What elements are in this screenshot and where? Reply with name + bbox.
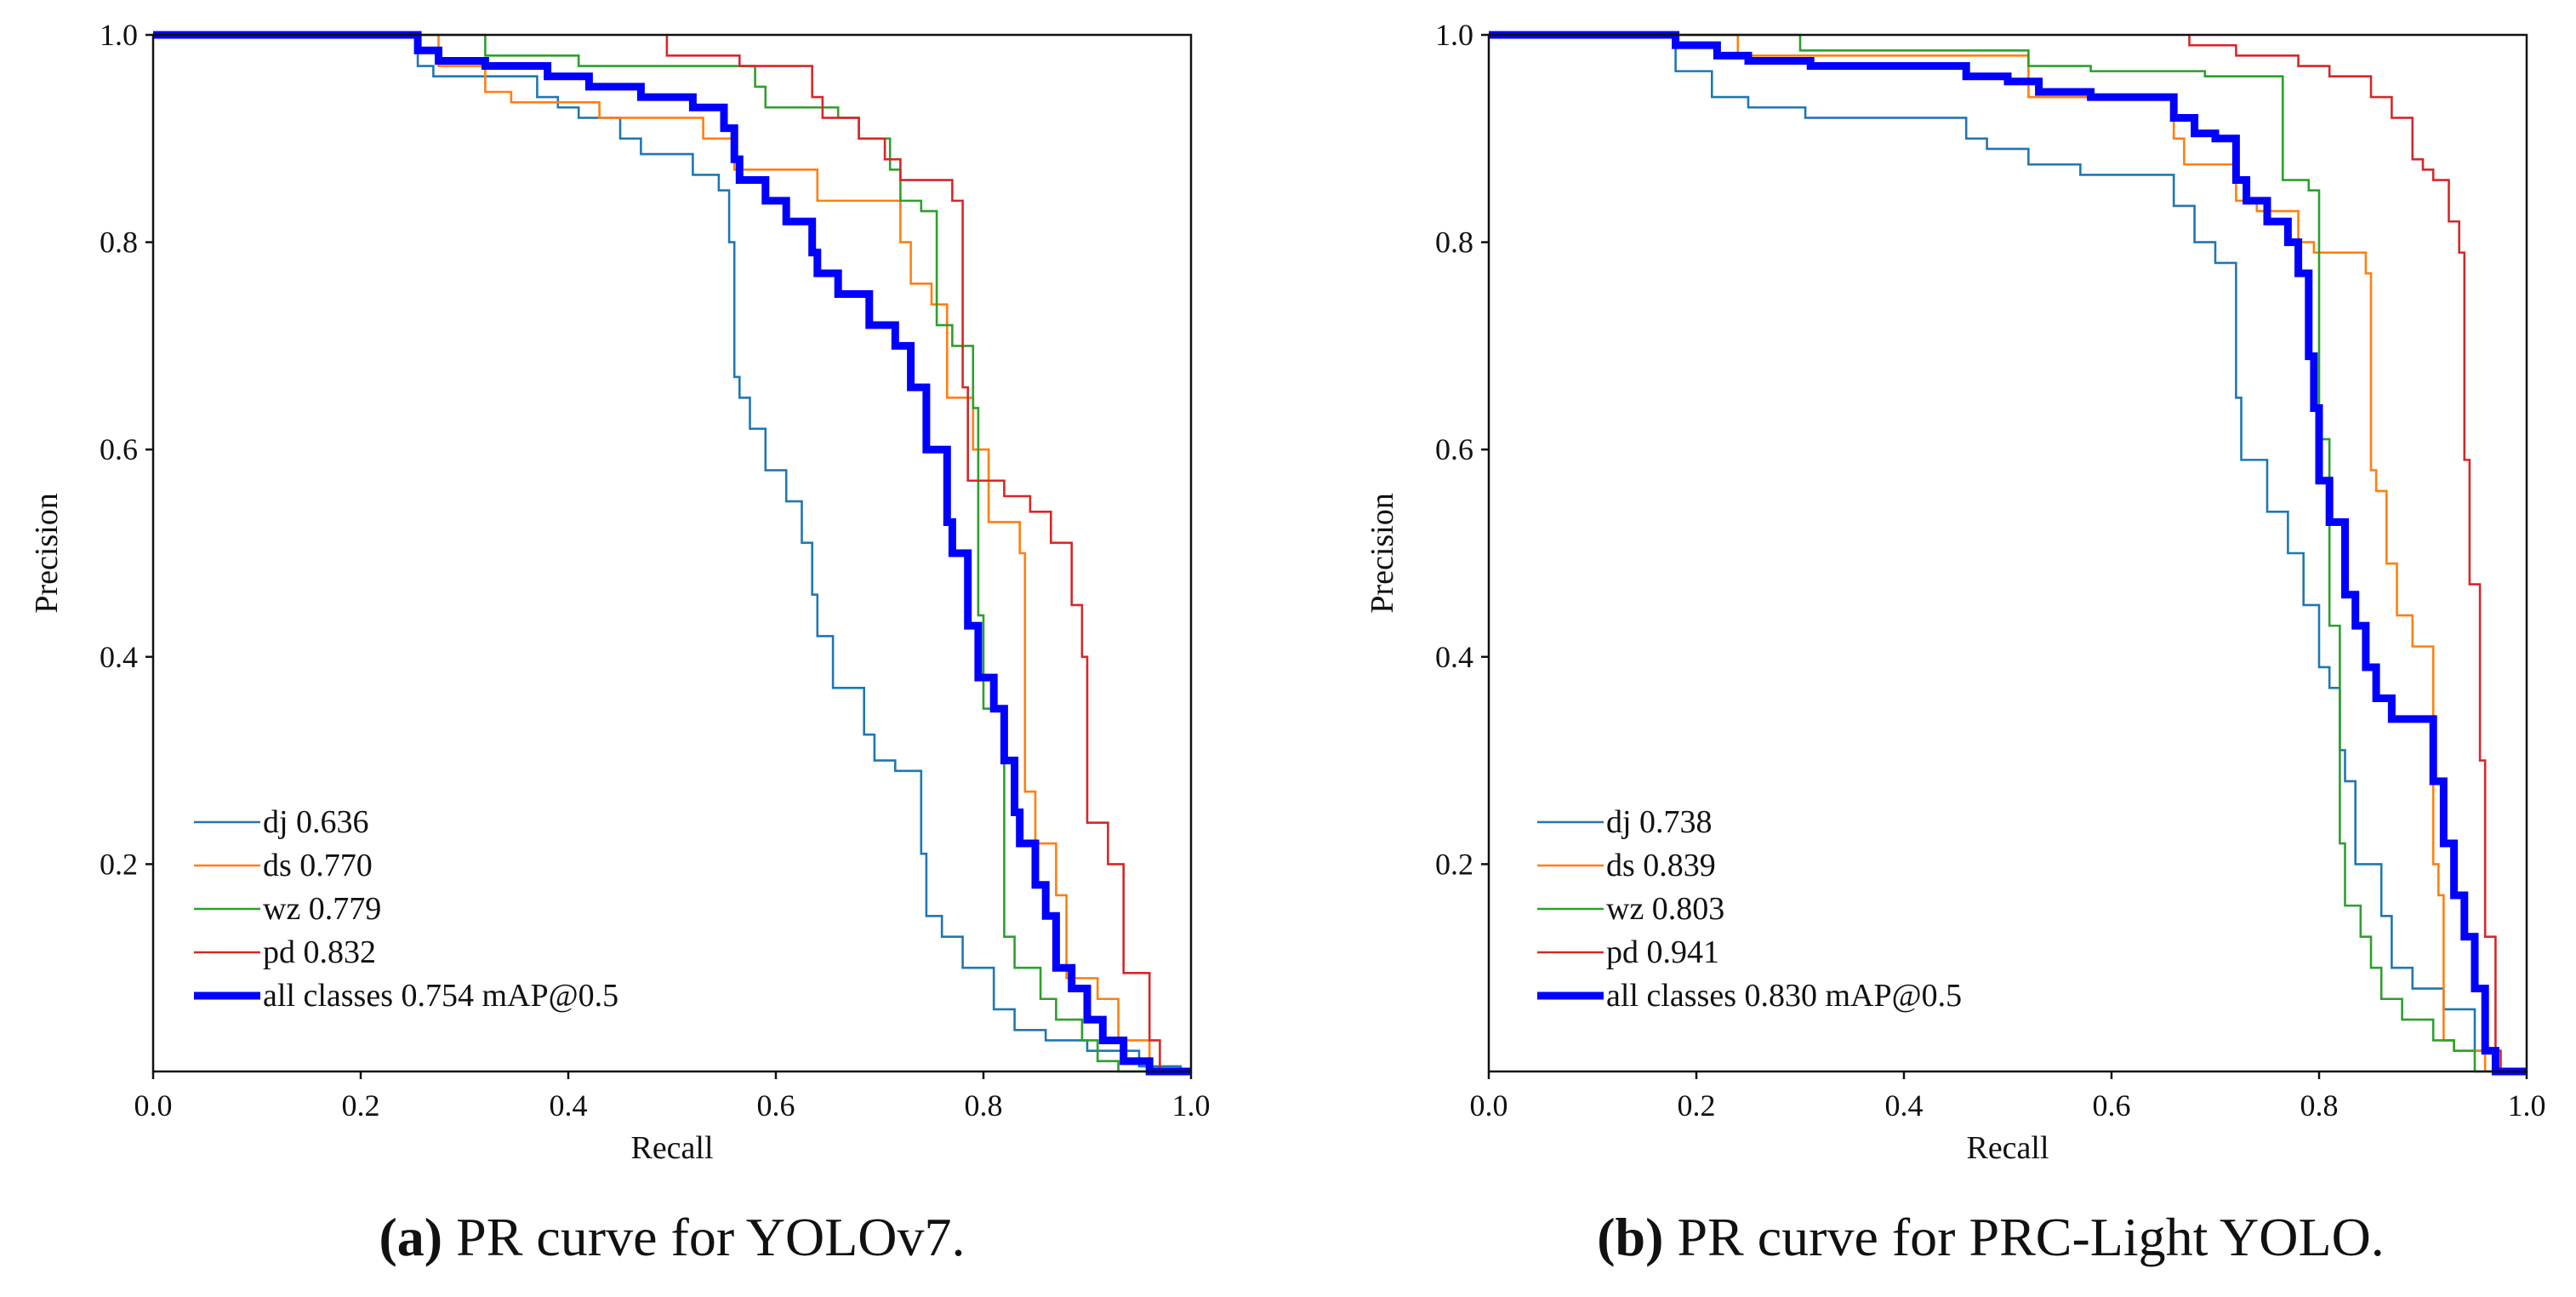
y-tick-label: 0.6	[100, 432, 138, 466]
x-tick-label: 0.2	[1678, 1088, 1716, 1123]
plot-frame	[1487, 33, 2528, 1073]
series-line-ds	[1489, 33, 2527, 1073]
legend-label-wz: wz 0.779	[263, 891, 381, 927]
y-tick-label: 0.8	[100, 226, 138, 260]
caption-letter: (a)	[379, 1207, 442, 1267]
x-tick-label: 1.0	[1172, 1088, 1211, 1123]
x-tick-label: 0.4	[550, 1088, 588, 1123]
legend-label-wz: wz 0.803	[1606, 891, 1724, 927]
y-tick-label: 0.4	[1435, 640, 1473, 674]
caption-text: PR curve for YOLOv7.	[442, 1207, 965, 1267]
x-tick-label: 0.2	[342, 1088, 380, 1123]
x-tick-label: 0.0	[134, 1088, 173, 1123]
chart-prc-light-yolo: 0.0 0.2 0.4 0.6 0.8 1.0 0.2 0.4 0.6 0.8 1.0 Recall P…	[1365, 18, 2546, 1267]
x-tick-label: 0.0	[1470, 1088, 1508, 1123]
y-tick-label: 0.4	[100, 640, 138, 674]
y-tick-label: 0.2	[1435, 847, 1473, 881]
y-tick-label: 1.0	[1435, 18, 1473, 52]
legend: dj 0.636 ds 0.770 wz 0.779 pd 0.832 all clas…	[194, 804, 618, 1014]
x-tick-label: 0.8	[965, 1088, 1003, 1123]
x-tick-label: 0.8	[2300, 1088, 2339, 1123]
legend-label-pd: pd 0.941	[1606, 934, 1719, 970]
figure-caption: (a) PR curve for YOLOv7.	[379, 1207, 965, 1267]
legend-label-ds: ds 0.839	[1606, 848, 1716, 883]
series-line-wz	[153, 33, 1191, 1073]
x-tick-label: 0.4	[1885, 1088, 1923, 1123]
legend-label-all: all classes 0.830 mAP@0.5	[1606, 978, 1962, 1014]
y-axis-label: Precision	[29, 493, 65, 613]
legend-label-pd: pd 0.832	[263, 934, 376, 970]
series-line-all	[153, 31, 1191, 1076]
legend-label-ds: ds 0.770	[263, 848, 373, 883]
y-axis-label: Precision	[1365, 493, 1400, 613]
figure-caption: (b) PR curve for PRC-Light YOLO.	[1597, 1207, 2385, 1267]
series-line-pd	[2188, 35, 2527, 1073]
caption-letter: (b)	[1597, 1207, 1663, 1267]
y-tick-label: 1.0	[100, 18, 138, 52]
x-axis-label: Recall	[630, 1130, 713, 1166]
x-axis-label: Recall	[1966, 1130, 2049, 1166]
y-tick-label: 0.8	[1435, 226, 1473, 260]
legend: dj 0.738 ds 0.839 wz 0.803 pd 0.941 all clas…	[1537, 804, 1962, 1014]
series-line-wz	[1489, 33, 2527, 1073]
y-tick-label: 0.2	[100, 847, 138, 881]
series-line-all	[1489, 31, 2527, 1076]
y-tick-label: 0.6	[1435, 432, 1473, 466]
x-tick-label: 1.0	[2508, 1088, 2546, 1123]
chart-yolov7: 0.0 0.2 0.4 0.6 0.8 1.0 0.2 0.4 0.6 0.8 1.0 Recall P…	[29, 18, 1211, 1267]
x-tick-label: 0.6	[757, 1088, 795, 1123]
x-tick-label: 0.6	[2093, 1088, 2131, 1123]
legend-label-dj: dj 0.636	[263, 804, 369, 840]
series-line-dj	[1489, 33, 2527, 1073]
caption-text: PR curve for PRC-Light YOLO.	[1663, 1207, 2384, 1267]
legend-label-all: all classes 0.754 mAP@0.5	[263, 978, 618, 1014]
series-line-pd	[665, 35, 1191, 1073]
plot-frame	[151, 33, 1193, 1073]
legend-label-dj: dj 0.738	[1606, 804, 1713, 840]
